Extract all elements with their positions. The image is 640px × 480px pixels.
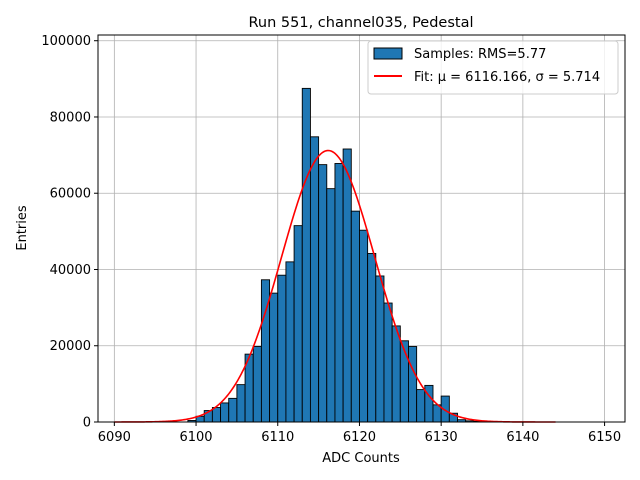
histogram-bar — [416, 389, 426, 423]
histogram-bar — [293, 225, 303, 423]
y-tick-label: 0 — [83, 416, 91, 431]
x-tick-label: 6130 — [425, 430, 458, 445]
y-tick-label: 80000 — [50, 110, 91, 125]
y-tick-label: 100000 — [41, 34, 91, 49]
x-axis-label: ADC Counts — [322, 451, 400, 466]
histogram-bar — [359, 229, 369, 423]
histogram-bar — [236, 384, 246, 423]
histogram-bar — [301, 87, 311, 423]
histogram-bar — [391, 325, 401, 423]
histogram-bar — [252, 346, 262, 423]
histogram-bar — [285, 261, 295, 423]
histogram-bar — [269, 292, 279, 423]
histogram-bar — [228, 397, 238, 423]
x-tick-label: 6110 — [261, 430, 294, 445]
x-tick-label: 6120 — [343, 430, 376, 445]
legend-label-fit: Fit: μ = 6116.166, σ = 5.714 — [414, 70, 600, 85]
histogram-bar — [375, 275, 385, 423]
fit-curve — [114, 149, 556, 423]
histogram-bars — [187, 87, 483, 423]
histogram-bar — [334, 163, 344, 423]
plot-frame — [97, 34, 626, 423]
x-axis: 6090 6100 6110 6120 6130 6140 6150 — [98, 422, 621, 445]
histogram-bar — [326, 188, 336, 423]
chart-title: Run 551, channel035, Pedestal — [248, 15, 473, 31]
histogram-bar — [220, 402, 230, 423]
legend-box — [367, 40, 619, 95]
legend-label-samples: Samples: RMS=5.77 — [414, 47, 546, 62]
histogram-bar — [383, 302, 393, 423]
histogram-bar — [318, 164, 328, 423]
x-tick-label: 6090 — [98, 430, 131, 445]
y-tick-label: 20000 — [50, 339, 91, 354]
legend-swatch-samples — [373, 47, 403, 60]
y-tick-label: 60000 — [50, 187, 91, 202]
x-tick-label: 6150 — [588, 430, 621, 445]
y-axis: 0 20000 40000 60000 80000 100000 — [41, 34, 98, 431]
y-tick-label: 40000 — [50, 263, 91, 278]
histogram-bar — [367, 253, 377, 423]
histogram-bar — [211, 407, 222, 423]
legend: Samples: RMS=5.77 Fit: μ = 6116.166, σ =… — [367, 40, 619, 95]
histogram-bar — [342, 148, 352, 423]
histogram-bar — [277, 274, 287, 423]
y-axis-label: Entries — [15, 205, 30, 251]
histogram-bar — [309, 136, 320, 423]
histogram-bar — [350, 210, 360, 423]
x-tick-label: 6100 — [179, 430, 212, 445]
histogram-bar — [399, 340, 409, 423]
x-tick-label: 6140 — [506, 430, 539, 445]
histogram-bar — [408, 346, 418, 423]
